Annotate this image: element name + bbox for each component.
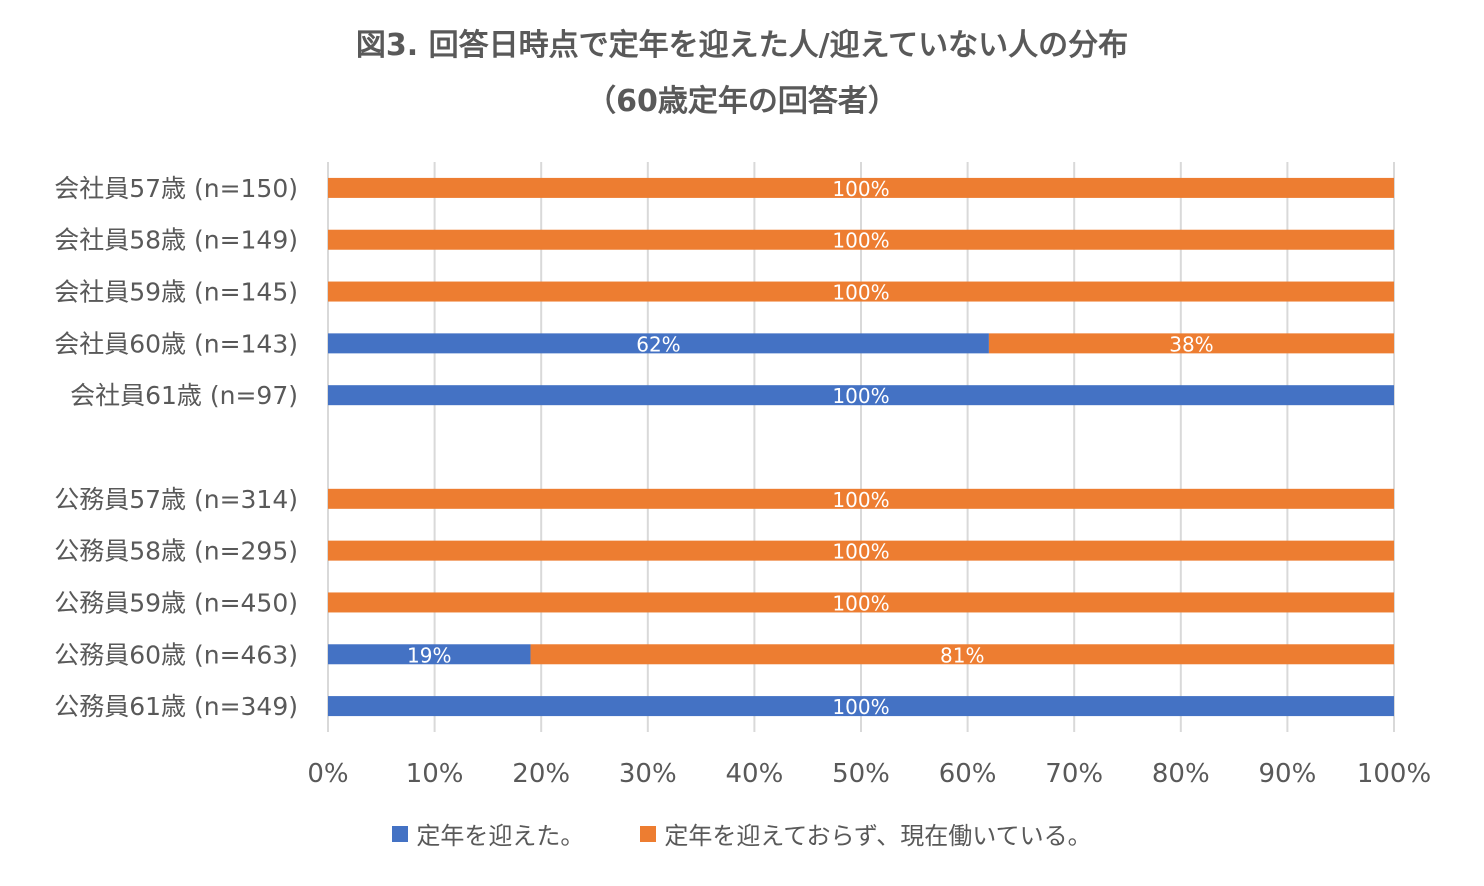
bar-reached-retirement [328, 644, 531, 665]
y-category-label: 会社員59歳 (n=145) [54, 278, 298, 307]
bar-still-working [328, 592, 1394, 613]
bar-reached-retirement [328, 696, 1394, 717]
legend-swatch-blue [392, 825, 409, 842]
y-category-label: 会社員60歳 (n=143) [54, 329, 298, 358]
data-label: 38% [1169, 332, 1213, 356]
legend-label: 定年を迎えた。 [416, 822, 585, 850]
x-tick-label: 50% [832, 759, 890, 789]
chart-subtitle: （60歳定年の回答者） [586, 84, 898, 119]
bar-still-working [328, 540, 1394, 561]
x-tick-label: 100% [1357, 759, 1431, 789]
data-label: 19% [407, 643, 451, 667]
y-category-label: 会社員61歳 (n=97) [70, 381, 298, 410]
chart-title: 図3. 回答日時点で定年を迎えた人/迎えていない人の分布 （60歳定年の回答者） [0, 18, 1484, 130]
data-label: 100% [832, 177, 889, 201]
y-category-label: 公務員57歳 (n=314) [54, 485, 298, 514]
y-category-label: 会社員57歳 (n=150) [54, 174, 298, 203]
data-label: 100% [832, 695, 889, 719]
bar-still-working [328, 229, 1394, 250]
y-category-label: 会社員58歳 (n=149) [54, 226, 298, 255]
legend-item-still-working: 定年を迎えておらず、現在働いている。 [640, 816, 1092, 851]
data-label: 100% [832, 591, 889, 615]
y-category-label: 公務員58歳 (n=295) [54, 537, 298, 566]
y-category-label: 公務員61歳 (n=349) [54, 692, 298, 721]
data-label: 100% [832, 488, 889, 512]
chart-legend: 定年を迎えた。 定年を迎えておらず、現在働いている。 [0, 816, 1484, 851]
y-category-label: 公務員59歳 (n=450) [54, 588, 298, 617]
legend-label: 定年を迎えておらず、現在働いている。 [664, 822, 1092, 850]
x-tick-label: 60% [939, 759, 997, 789]
data-label: 100% [832, 229, 889, 253]
bar-still-working [328, 488, 1394, 509]
legend-swatch-orange [640, 825, 657, 842]
data-label: 100% [832, 384, 889, 408]
x-tick-label: 80% [1152, 759, 1210, 789]
data-label: 81% [940, 643, 984, 667]
x-tick-label: 40% [726, 759, 784, 789]
legend-item-reached-retirement: 定年を迎えた。 [392, 816, 584, 851]
x-tick-label: 70% [1045, 759, 1103, 789]
chart-title-main: 図3. 回答日時点で定年を迎えた人/迎えていない人の分布 [355, 28, 1129, 63]
x-tick-label: 20% [512, 759, 570, 789]
bar-still-working [328, 281, 1394, 302]
x-tick-label: 10% [406, 759, 464, 789]
bar-reached-retirement [328, 333, 989, 354]
data-label: 62% [636, 332, 680, 356]
x-tick-label: 30% [619, 759, 677, 789]
bar-still-working [988, 333, 1394, 354]
data-label: 100% [832, 540, 889, 564]
bar-reached-retirement [328, 385, 1394, 406]
x-tick-label: 90% [1259, 759, 1317, 789]
bar-still-working [328, 177, 1394, 198]
bar-still-working [530, 644, 1394, 665]
x-tick-label: 0% [307, 759, 348, 789]
y-category-label: 公務員60歳 (n=463) [54, 640, 298, 669]
data-label: 100% [832, 281, 889, 305]
